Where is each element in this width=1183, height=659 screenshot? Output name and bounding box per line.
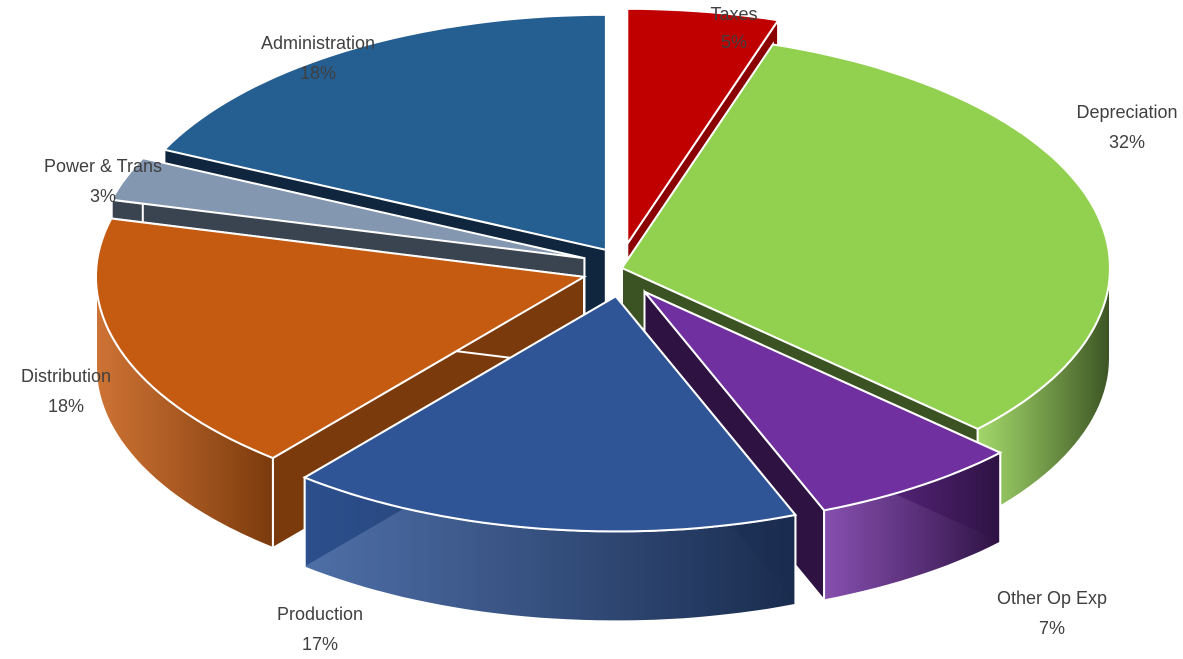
distribution-label: Distribution	[21, 366, 111, 386]
administration-percent-label: 18%	[300, 63, 336, 83]
depreciation-label: Depreciation	[1076, 102, 1177, 122]
production-label: Production	[277, 604, 363, 624]
power-trans-label: Power & Trans	[44, 156, 162, 176]
distribution-slice	[95, 217, 588, 460]
depreciation-percent-label: 32%	[1109, 132, 1145, 152]
taxes-label: Taxes	[710, 4, 757, 24]
production-percent-label: 17%	[302, 634, 338, 654]
slice-labels: Taxes 5% Depreciation 32% Other Op Exp 7% Prod…	[21, 4, 1178, 654]
power-trans-slice	[110, 157, 585, 260]
distribution-percent-label: 18%	[48, 396, 84, 416]
depreciation-slice	[620, 43, 1111, 431]
slice-sides	[95, 7, 1111, 623]
other-op-exp-slice	[643, 290, 1003, 512]
other-op-exp-percent-label: 7%	[1039, 618, 1065, 638]
power-trans-percent-label: 3%	[90, 186, 116, 206]
administration-slice	[162, 13, 607, 252]
other-op-exp-label: Other Op Exp	[997, 588, 1107, 608]
taxes-percent-label: 5%	[721, 32, 747, 52]
taxes-slice	[626, 7, 780, 248]
administration-label: Administration	[261, 33, 375, 53]
production-slice	[302, 295, 798, 533]
